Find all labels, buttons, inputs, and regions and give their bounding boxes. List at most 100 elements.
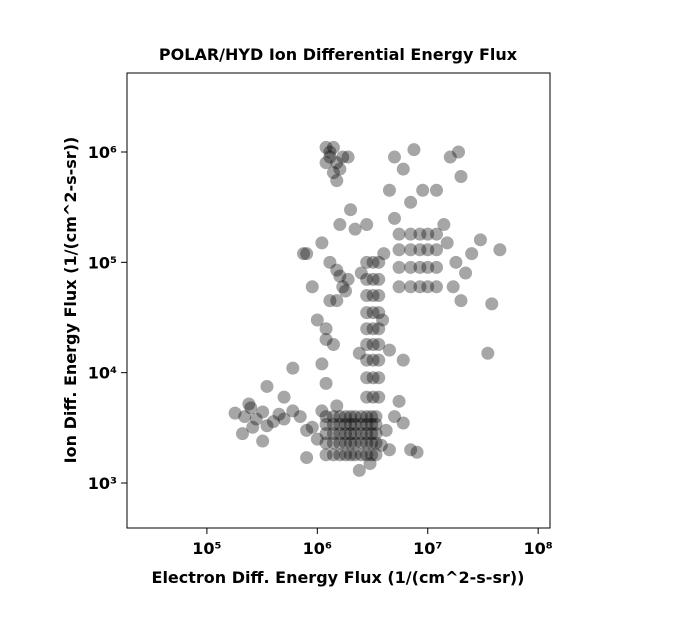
point — [326, 427, 340, 441]
point — [354, 417, 368, 431]
point — [366, 289, 380, 303]
point — [365, 448, 379, 462]
point — [387, 410, 401, 424]
point — [249, 412, 263, 426]
point — [333, 410, 347, 424]
point — [429, 260, 443, 274]
point — [286, 361, 300, 375]
point — [330, 294, 344, 308]
point — [465, 247, 479, 261]
y-axis-label: Ion Diff. Energy Flux (1/(cm^2-s-sr)) — [61, 137, 80, 464]
y-tick-label: 10⁴ — [88, 364, 117, 383]
point — [366, 353, 380, 367]
point — [244, 401, 258, 415]
point — [348, 436, 362, 450]
point — [333, 162, 347, 176]
point — [326, 140, 340, 154]
point — [376, 313, 390, 327]
point — [326, 338, 340, 352]
point — [485, 297, 499, 311]
chart-title: POLAR/HYD Ion Differential Energy Flux — [159, 45, 518, 64]
point — [305, 280, 319, 294]
point — [404, 227, 418, 241]
point — [319, 427, 333, 441]
point — [344, 203, 358, 217]
point — [429, 227, 443, 241]
point — [256, 434, 270, 448]
point — [443, 150, 457, 164]
point — [330, 174, 344, 188]
point — [344, 410, 358, 424]
point — [333, 218, 347, 232]
point — [429, 183, 443, 197]
point — [392, 227, 406, 241]
point — [310, 432, 324, 446]
point — [330, 399, 344, 413]
point — [392, 280, 406, 294]
point — [452, 145, 466, 159]
point — [300, 247, 314, 261]
point — [416, 183, 430, 197]
point — [369, 436, 383, 450]
point — [354, 427, 368, 441]
point — [333, 448, 347, 462]
point — [454, 294, 468, 308]
x-tick-label: 10⁵ — [192, 539, 221, 558]
point — [246, 420, 260, 434]
point — [410, 445, 424, 459]
point — [407, 143, 421, 157]
point — [363, 457, 377, 471]
point — [404, 243, 418, 257]
plot-frame — [126, 72, 551, 529]
point — [392, 260, 406, 274]
point — [366, 390, 380, 404]
point — [323, 150, 337, 164]
point — [366, 272, 380, 286]
plot-area — [228, 140, 507, 477]
point — [272, 407, 286, 421]
point — [315, 236, 329, 250]
point — [440, 236, 454, 250]
point — [354, 448, 368, 462]
point — [372, 255, 386, 269]
point — [360, 272, 374, 286]
y-tick-label: 10⁵ — [88, 253, 117, 272]
point — [429, 280, 443, 294]
point — [429, 243, 443, 257]
point — [330, 156, 344, 170]
point — [297, 247, 311, 261]
point — [413, 227, 427, 241]
point — [421, 243, 435, 257]
point — [339, 436, 353, 450]
point — [293, 410, 307, 424]
point — [344, 436, 358, 450]
y-tick-label: 10⁶ — [88, 143, 117, 162]
point — [344, 417, 358, 431]
point — [413, 280, 427, 294]
x-tick-label: 10⁷ — [413, 539, 442, 558]
point — [366, 371, 380, 385]
point — [319, 322, 333, 336]
point — [413, 243, 427, 257]
point — [404, 260, 418, 274]
point — [365, 436, 379, 450]
point — [382, 183, 396, 197]
point — [360, 371, 374, 385]
point — [352, 346, 366, 360]
point — [396, 162, 410, 176]
point — [360, 410, 374, 424]
point — [305, 420, 319, 434]
point — [372, 390, 386, 404]
point — [319, 332, 333, 346]
point — [377, 247, 391, 261]
point — [348, 448, 362, 462]
point — [360, 427, 374, 441]
point — [339, 284, 353, 298]
point — [396, 416, 410, 430]
point — [300, 423, 314, 437]
point — [341, 150, 355, 164]
point — [339, 448, 353, 462]
point — [365, 427, 379, 441]
point — [360, 353, 374, 367]
